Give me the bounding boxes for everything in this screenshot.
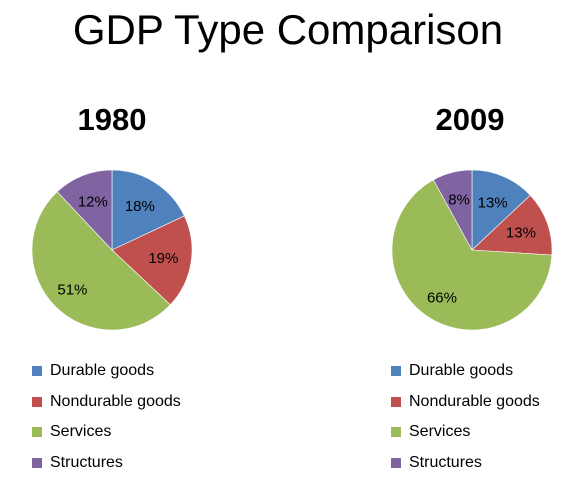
pie-slice-services <box>31 191 171 331</box>
legend-swatch <box>391 427 401 438</box>
legend-item-durable-goods: Durable goods <box>391 356 540 387</box>
legend-swatch <box>391 396 401 407</box>
legend-swatch <box>32 366 42 377</box>
legend-item-structures: Structures <box>391 448 540 479</box>
legend-label: Nondurable goods <box>409 392 540 410</box>
data-label-services: 51% <box>57 282 87 299</box>
pie-1980: 18% 19% 51% 12% <box>31 169 193 331</box>
legend-item-services: Services <box>391 417 540 448</box>
legend-swatch <box>391 457 401 468</box>
legend-label: Structures <box>50 453 123 471</box>
legend-swatch <box>32 457 42 468</box>
pie-chart-2009: 2009 13% 13% 66% 8% Durable goods Nondurabl… <box>350 0 576 479</box>
data-label-structures: 12% <box>78 194 108 211</box>
data-label-durable-goods: 13% <box>478 194 508 211</box>
chart-title: 1980 <box>77 102 147 137</box>
data-label-durable-goods: 18% <box>125 198 155 215</box>
legend-label: Durable goods <box>409 362 514 380</box>
pie-slice-structures <box>433 169 473 251</box>
legend-label: Durable goods <box>50 362 155 380</box>
pie-slice-durable-goods <box>471 169 531 251</box>
legend-swatch <box>32 396 42 407</box>
legend-item-nondurable-goods: Nondurable goods <box>32 387 181 418</box>
data-label-nondurable-goods: 19% <box>148 250 178 267</box>
legend-swatch <box>391 366 401 377</box>
data-label-services: 66% <box>427 289 457 306</box>
legend-item-nondurable-goods: Nondurable goods <box>391 387 540 418</box>
chart-title: 2009 <box>435 102 505 137</box>
data-label-nondurable-goods: 13% <box>506 224 536 241</box>
data-label-structures: 8% <box>448 192 470 209</box>
legend-item-services: Services <box>32 417 181 448</box>
legend-item-structures: Structures <box>32 448 181 479</box>
pie-slice-nondurable-goods <box>471 194 553 256</box>
pie-slice-services <box>391 179 553 331</box>
legend-label: Services <box>409 423 471 441</box>
legend: Durable goods Nondurable goods Services … <box>32 356 181 478</box>
pie-chart-1980: 1980 18% 19% 51% 12% Durable goods Nondurab… <box>0 0 240 479</box>
legend: Durable goods Nondurable goods Services … <box>391 356 540 478</box>
legend-item-durable-goods: Durable goods <box>32 356 181 387</box>
pie-slice-structures <box>56 169 113 251</box>
legend-label: Services <box>50 423 112 441</box>
legend-swatch <box>32 427 42 438</box>
pie-slice-nondurable-goods <box>111 215 193 306</box>
pie-slice-durable-goods <box>111 169 185 251</box>
pie-2009: 13% 13% 66% 8% <box>391 169 553 331</box>
legend-label: Structures <box>409 453 482 471</box>
page-title: GDP Type Comparison <box>72 6 504 53</box>
legend-label: Nondurable goods <box>50 392 181 410</box>
